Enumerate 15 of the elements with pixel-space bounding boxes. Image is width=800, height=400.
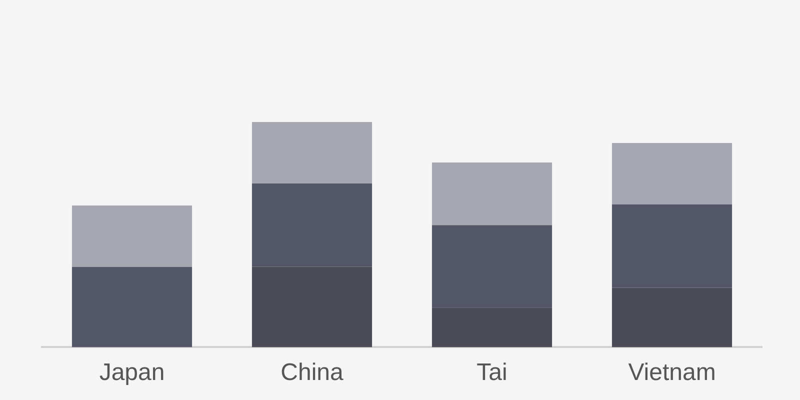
- bar: [252, 266, 372, 348]
- bar: [72, 267, 192, 348]
- x-tick-label: Japan: [99, 359, 165, 386]
- x-tick-label: Vietnam: [628, 359, 716, 386]
- bar: [612, 288, 732, 348]
- bar: [612, 142, 732, 204]
- bar: [252, 183, 372, 267]
- bar: [432, 308, 552, 348]
- bar: [252, 122, 372, 184]
- x-tick-label: China: [280, 359, 344, 386]
- bar: [612, 204, 732, 288]
- x-tick-label: Tai: [476, 359, 508, 386]
- bar: [72, 206, 192, 268]
- bar: [432, 225, 552, 308]
- bar: [432, 162, 552, 226]
